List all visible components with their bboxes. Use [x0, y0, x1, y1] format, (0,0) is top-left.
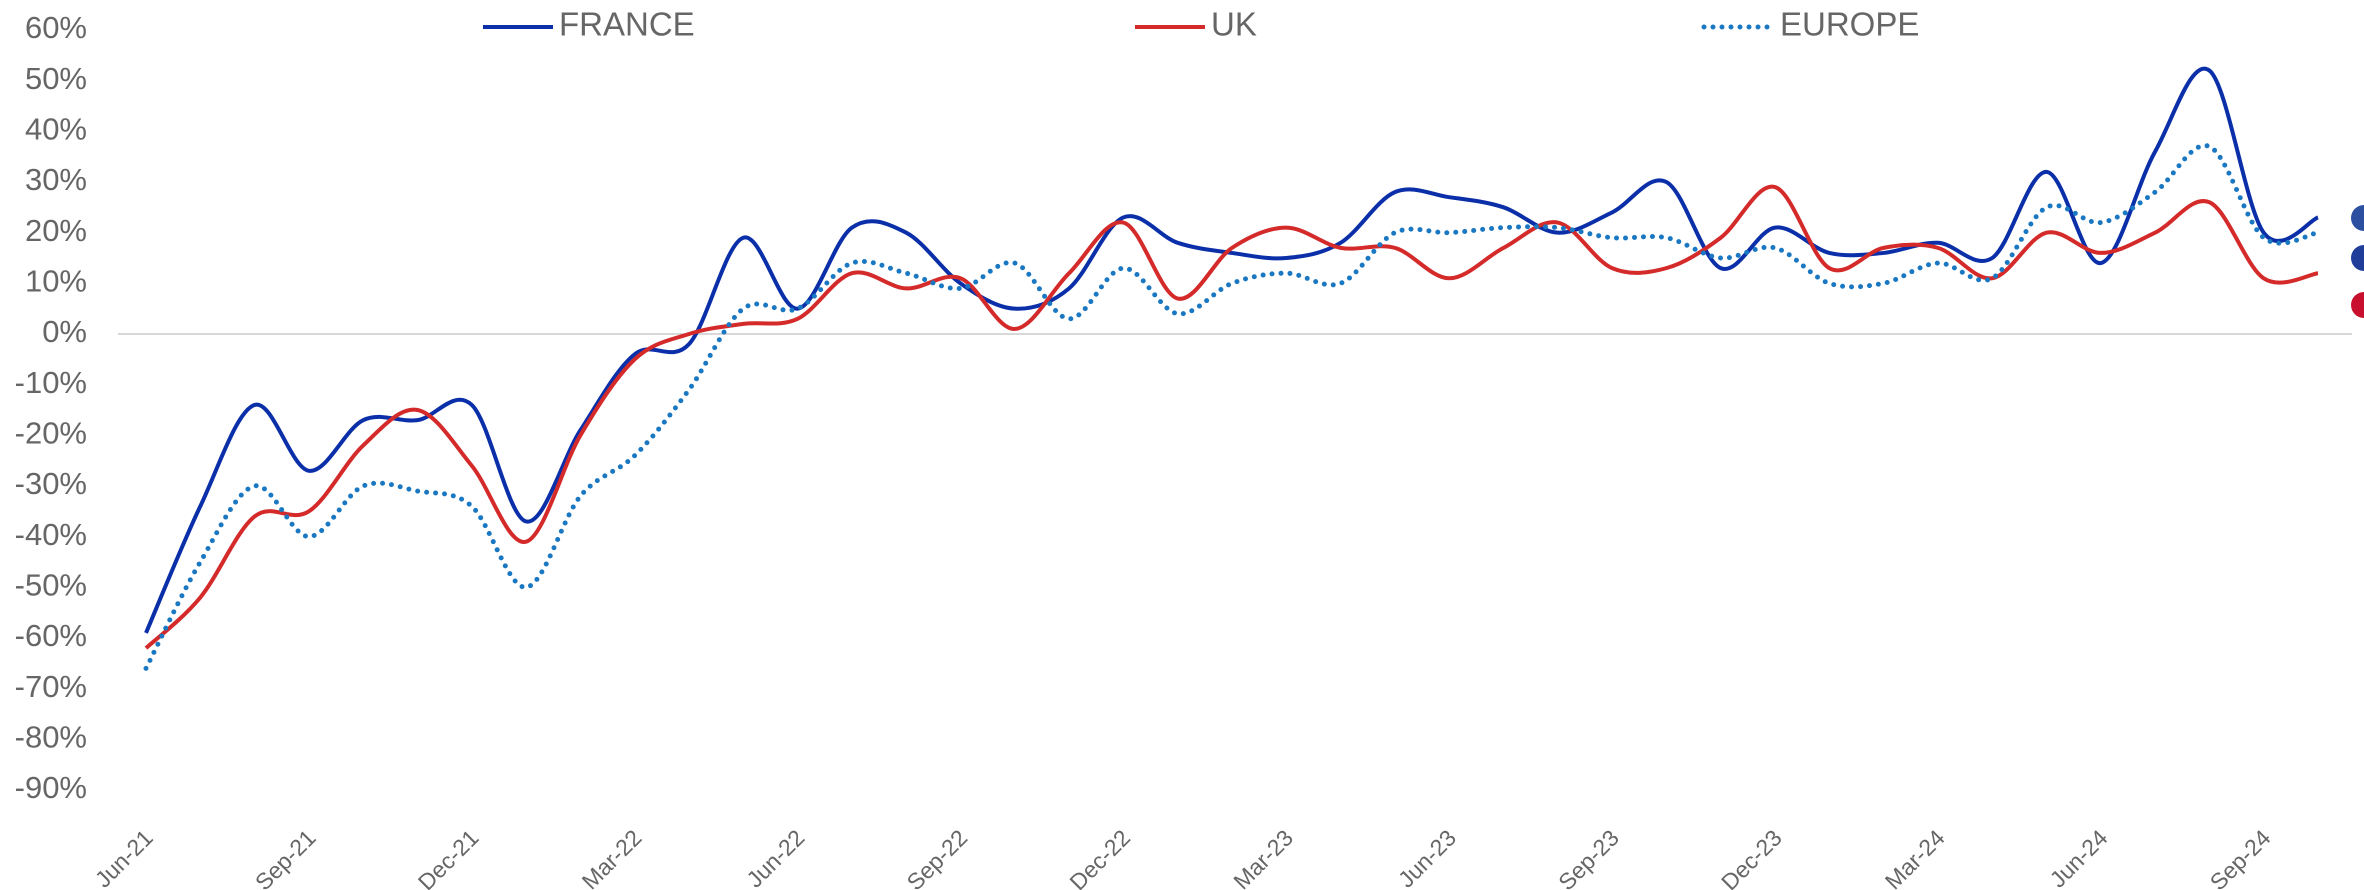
- flag-icons: [2351, 205, 2364, 318]
- y-tick-label: -80%: [15, 720, 87, 755]
- flag-france: [2351, 205, 2364, 231]
- x-tick-label: Sep-23: [1553, 824, 1624, 890]
- x-tick-label: Jun-24: [2045, 824, 2113, 890]
- y-tick-label: -70%: [15, 669, 87, 704]
- x-tick-label: Jun-22: [741, 824, 809, 890]
- y-tick-label: -50%: [15, 568, 87, 603]
- x-tick-label: Dec-21: [413, 824, 484, 890]
- y-tick-label: 10%: [25, 264, 87, 299]
- y-tick-label: -10%: [15, 365, 87, 400]
- legend-label: UK: [1211, 6, 1257, 43]
- y-tick-label: 0%: [42, 314, 87, 349]
- x-tick-label: Mar-24: [1880, 824, 1950, 890]
- flag-europe: [2351, 245, 2364, 271]
- y-tick-label: 50%: [25, 61, 87, 96]
- legend-label: EUROPE: [1780, 6, 1919, 43]
- series-line: [144, 184, 2319, 650]
- x-tick-label: Sep-21: [250, 824, 321, 890]
- y-tick-label: 20%: [25, 213, 87, 248]
- y-tick-label: -20%: [15, 416, 87, 451]
- y-tick-label: -60%: [15, 618, 87, 653]
- x-tick-label: Mar-23: [1228, 824, 1298, 890]
- y-tick-label: 60%: [25, 10, 87, 45]
- series-line: [144, 66, 2319, 634]
- flag-uk: [2351, 292, 2364, 318]
- x-tick-label: Dec-23: [1716, 824, 1787, 890]
- x-tick-label: Sep-22: [902, 824, 973, 890]
- y-tick-label: 30%: [25, 162, 87, 197]
- x-tick-label: Mar-22: [577, 824, 647, 890]
- x-tick-label: Dec-22: [1064, 824, 1135, 890]
- x-tick-label: Jun-23: [1393, 824, 1461, 890]
- y-tick-label: 40%: [25, 112, 87, 147]
- y-tick-label: -30%: [15, 466, 87, 501]
- y-tick-label: -40%: [15, 517, 87, 552]
- x-tick-label: Jun-21: [90, 824, 158, 890]
- x-tick-label: Sep-24: [2205, 824, 2276, 890]
- legend-label: FRANCE: [559, 6, 695, 43]
- y-tick-label: -90%: [15, 770, 87, 805]
